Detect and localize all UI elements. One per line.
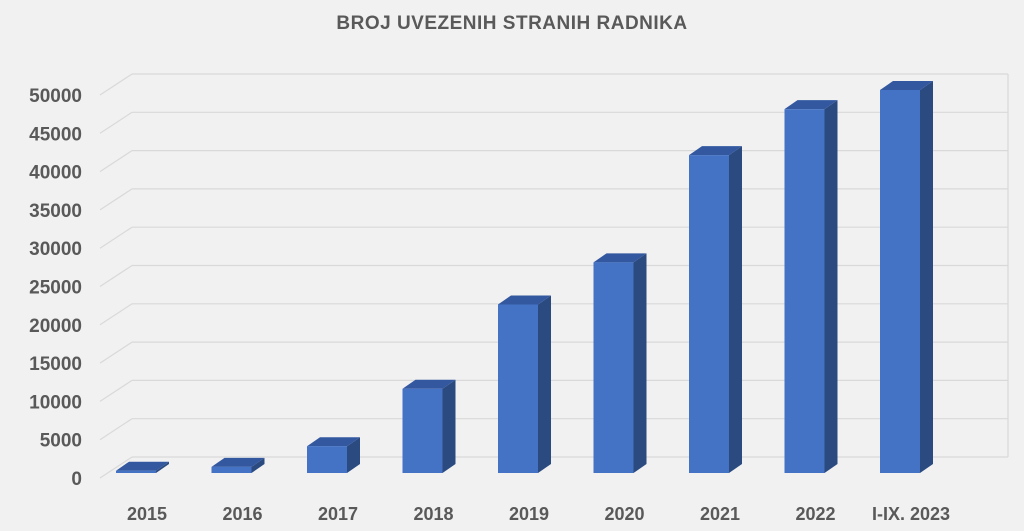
y-tick-label: 0 xyxy=(71,469,82,490)
y-gridline-slant xyxy=(99,379,133,402)
bar-front-face-2020 xyxy=(593,262,634,473)
bar-top-face xyxy=(880,81,933,90)
bar-side-face xyxy=(633,253,647,473)
y-tick-label: 10000 xyxy=(29,392,82,413)
x-category-label: 2019 xyxy=(509,504,549,524)
y-tick-label: 35000 xyxy=(29,201,82,222)
bar-front-face-2017 xyxy=(307,446,347,473)
y-tick-label: 15000 xyxy=(29,354,82,375)
y-gridline-slant xyxy=(99,341,133,364)
bar-front-face-2018 xyxy=(402,388,443,473)
bar-top-face xyxy=(211,457,265,467)
bar-top-face xyxy=(784,100,838,110)
bar-front-face-2022 xyxy=(784,109,825,474)
x-category-label: 2016 xyxy=(222,504,262,524)
bar-front-face-2019 xyxy=(498,304,538,473)
bar-top-face xyxy=(498,295,551,305)
x-category-label: 2022 xyxy=(795,504,835,524)
y-tick-label: 20000 xyxy=(29,316,82,337)
y-tick-label: 30000 xyxy=(29,239,82,260)
y-gridline-slant xyxy=(99,418,133,441)
y-tick-label: 45000 xyxy=(29,124,82,145)
y-gridline-slant xyxy=(99,111,133,134)
y-gridline-slant xyxy=(99,188,133,211)
bar-front-face-I-IX-2023 xyxy=(880,90,920,473)
bar-front-face-2015 xyxy=(116,470,156,473)
x-category-label: 2020 xyxy=(604,504,644,524)
x-category-label: 2018 xyxy=(413,504,453,524)
y-gridline-slant xyxy=(99,264,133,288)
x-category-label: 2017 xyxy=(318,504,358,524)
bar-top-face xyxy=(307,437,360,447)
y-tick-label: 5000 xyxy=(40,431,82,452)
bar-top-face xyxy=(116,461,169,471)
bar-side-face xyxy=(824,100,838,474)
bar-top-face xyxy=(402,379,456,389)
bar-side-face xyxy=(251,457,265,473)
bar-front-face-2016 xyxy=(211,466,252,473)
y-gridline-slant xyxy=(99,150,133,173)
x-category-label: 2015 xyxy=(127,504,167,524)
bar-side-face xyxy=(920,81,933,473)
y-tick-label: 25000 xyxy=(29,278,82,299)
chart-title: BROJ UVEZENIH STRANIH RADNIKA xyxy=(336,13,687,34)
bar-side-face xyxy=(442,379,456,473)
y-gridline-slant xyxy=(99,303,133,326)
y-gridline-slant xyxy=(99,456,133,479)
y-tick-label: 50000 xyxy=(29,86,82,107)
y-gridline-slant xyxy=(99,226,133,249)
bar-side-face xyxy=(347,437,360,473)
bar-side-face xyxy=(156,461,169,473)
x-category-label: I-IX. 2023 xyxy=(872,504,950,524)
bar-side-face xyxy=(538,295,551,473)
plot-area: 0 5000 10000 15000 20000 25000 30000 35000 40000… xyxy=(29,73,1009,524)
bar-top-face xyxy=(593,253,647,263)
bar-top-face xyxy=(689,146,742,156)
bar-front-face-2021 xyxy=(689,155,729,474)
x-category-label: 2021 xyxy=(700,504,740,524)
y-gridline-slant xyxy=(99,73,133,96)
bar-side-face xyxy=(729,146,742,474)
y-tick-label: 40000 xyxy=(29,163,82,184)
